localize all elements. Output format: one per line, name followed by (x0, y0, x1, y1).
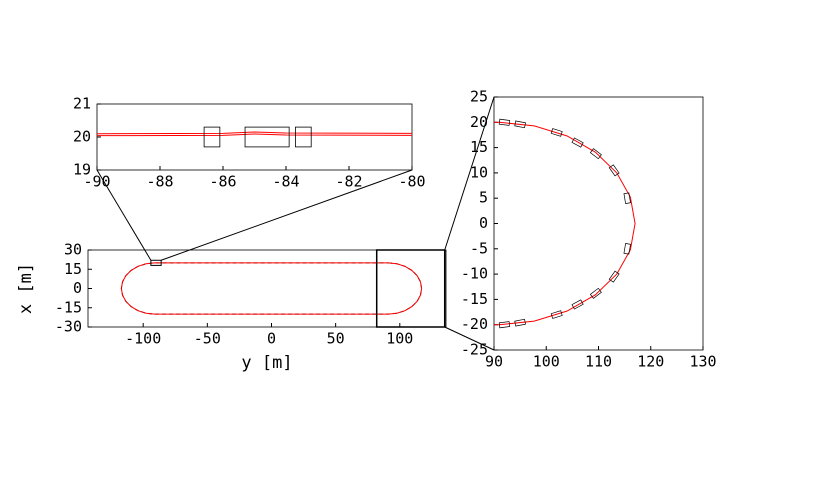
x-tick-label: -100 (125, 330, 161, 348)
vehicle-box (498, 118, 511, 126)
x-tick-label: 130 (689, 353, 716, 371)
y-tick-label: -5 (470, 239, 488, 257)
y-tick-label: 25 (470, 88, 488, 106)
zoom-box (150, 259, 162, 266)
vehicle-box (589, 287, 602, 299)
y-tick-label: 15 (470, 138, 488, 156)
vehicle-box (623, 192, 631, 204)
x-tick-label: -50 (194, 330, 221, 348)
y-tick-label: 20 (470, 113, 488, 131)
x-tick-label: 100 (533, 353, 560, 371)
y-tick-label: -20 (461, 315, 488, 333)
y-tick-label: 0 (479, 214, 488, 232)
x-tick-label: -80 (398, 173, 425, 191)
vehicle-box (203, 126, 221, 148)
track-line (96, 131, 413, 135)
vehicle-box (244, 126, 290, 148)
x-tick-label: -90 (83, 173, 110, 191)
y-tick-label: 10 (470, 163, 488, 181)
plot-frame (493, 96, 704, 351)
y-tick-label: -15 (55, 298, 82, 316)
connector (444, 326, 495, 351)
y-tick-label: -30 (55, 318, 82, 336)
y-tick-label: 15 (64, 260, 82, 278)
vehicle-box (589, 148, 602, 160)
connector (96, 169, 152, 261)
y-tick-label: -15 (461, 290, 488, 308)
vehicle-box (514, 120, 526, 129)
vehicle-box (550, 128, 563, 137)
x-tick-label: 50 (327, 330, 345, 348)
track-line (120, 262, 423, 315)
x-tick-label: 100 (386, 330, 413, 348)
x-tick-label: -82 (335, 173, 362, 191)
vehicle-box (498, 321, 511, 329)
x-tick-label: 0 (267, 330, 276, 348)
y-tick-label: 5 (479, 189, 488, 207)
vehicle-box (608, 164, 620, 177)
connector (160, 169, 413, 261)
vehicle-box (550, 310, 563, 319)
y-axis-label: x [m] (16, 263, 36, 314)
x-tick-label: 120 (637, 353, 664, 371)
x-tick-label: -86 (209, 173, 236, 191)
y-tick-label: 21 (73, 95, 91, 113)
track-line (494, 121, 636, 326)
y-tick-label: 30 (64, 241, 82, 259)
x-tick-label: -84 (272, 173, 299, 191)
x-tick-label: -88 (146, 173, 173, 191)
y-tick-label: -25 (461, 341, 488, 359)
y-tick-label: -10 (461, 265, 488, 283)
track-line (96, 133, 413, 137)
vehicle-box (623, 243, 631, 255)
y-tick-label: 20 (73, 128, 91, 146)
vehicle-box (571, 137, 584, 148)
x-axis-label: y [m] (241, 353, 292, 373)
plot-frame (96, 103, 413, 171)
plot-frame (87, 249, 447, 328)
y-tick-label: 0 (73, 279, 82, 297)
vehicle-box (608, 270, 620, 283)
connector (444, 96, 495, 251)
vehicle-box (514, 318, 526, 327)
x-tick-label: 90 (485, 353, 503, 371)
y-tick-label: 19 (73, 161, 91, 179)
vehicle-box (295, 126, 312, 148)
x-tick-label: 110 (585, 353, 612, 371)
vehicle-box (571, 299, 584, 310)
zoom-box (375, 249, 446, 328)
